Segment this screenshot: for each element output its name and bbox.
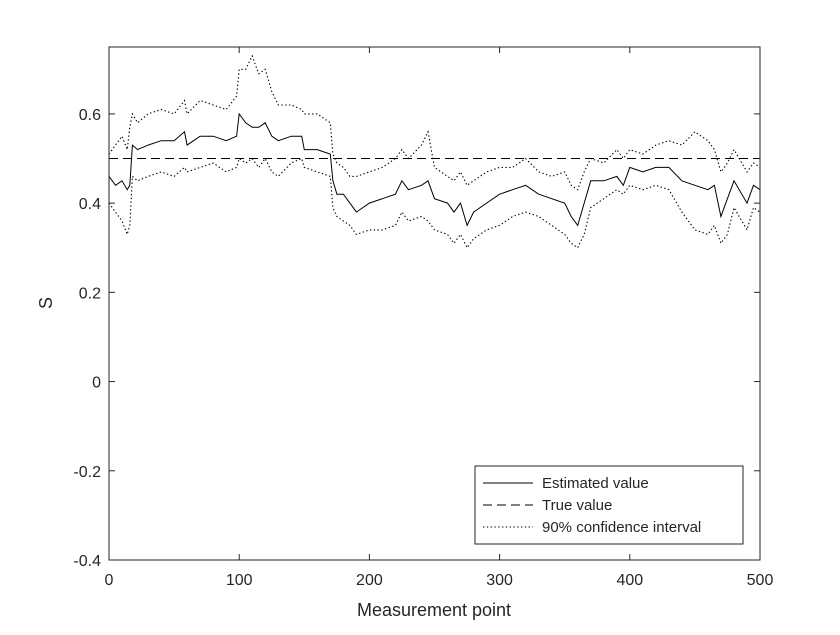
y-tick-label: 0 <box>92 375 101 392</box>
x-tick-label: 100 <box>226 572 253 589</box>
x-axis-label: Measurement point <box>357 600 511 620</box>
axes-box <box>108 46 761 561</box>
x-tick-label: 200 <box>356 572 383 589</box>
x-tick-label: 500 <box>747 572 774 589</box>
y-tick-label: 0.2 <box>79 285 101 302</box>
x-tick-label: 300 <box>486 572 513 589</box>
y-tick-label: -0.4 <box>73 553 101 570</box>
series-line-estimated-value <box>109 112 760 227</box>
series-line-90-confidence-interval <box>109 54 760 191</box>
y-tick-label: 0.4 <box>79 196 101 213</box>
series-layer <box>109 54 760 249</box>
axes-layer: 0 100 200 300 400 500 -0.4 -0.2 0 0.2 0.4 0.6 <box>73 46 774 589</box>
legend: Estimated value True value 90% confidence … <box>474 465 744 545</box>
y-tick-label: 0.6 <box>79 107 101 124</box>
x-tick-label: 0 <box>105 572 114 589</box>
legend-label: 90% confidence interval <box>542 519 701 536</box>
legend-label: True value <box>542 497 612 514</box>
legend-label: Estimated value <box>542 475 649 492</box>
x-tick-label: 400 <box>616 572 643 589</box>
y-axis-label: S <box>36 297 56 309</box>
series-line-90-confidence-interval-lower <box>109 157 760 249</box>
y-tick-label: -0.2 <box>73 464 101 481</box>
